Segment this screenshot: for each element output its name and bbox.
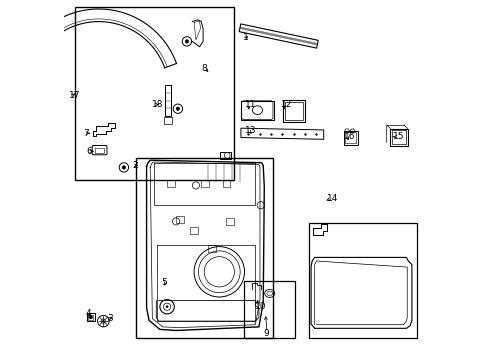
Bar bbox=[163, 117, 172, 124]
Text: 17: 17 bbox=[69, 91, 80, 100]
Bar bbox=[343, 131, 357, 145]
Bar bbox=[95, 148, 104, 153]
Text: 10: 10 bbox=[255, 302, 266, 311]
Text: 15: 15 bbox=[392, 132, 404, 141]
Circle shape bbox=[166, 306, 168, 308]
Circle shape bbox=[122, 166, 125, 169]
Bar bbox=[225, 218, 234, 225]
Bar bbox=[88, 315, 93, 320]
Bar bbox=[244, 281, 294, 338]
Text: 7: 7 bbox=[83, 129, 89, 138]
Text: 8: 8 bbox=[201, 64, 206, 73]
Text: 14: 14 bbox=[326, 194, 338, 203]
Bar bbox=[389, 129, 407, 146]
Circle shape bbox=[89, 315, 92, 319]
Bar bbox=[164, 85, 171, 116]
Bar bbox=[391, 130, 405, 144]
Bar bbox=[222, 180, 230, 187]
Text: 16: 16 bbox=[343, 132, 355, 141]
Bar bbox=[201, 180, 208, 187]
Bar bbox=[208, 245, 216, 252]
Bar bbox=[220, 152, 230, 159]
Bar bbox=[166, 180, 174, 187]
Bar bbox=[87, 313, 95, 321]
Bar bbox=[309, 223, 416, 338]
Text: 3: 3 bbox=[107, 314, 113, 323]
Text: 13: 13 bbox=[244, 126, 256, 135]
Text: 18: 18 bbox=[151, 100, 163, 109]
Text: 4: 4 bbox=[85, 309, 91, 318]
Bar bbox=[284, 102, 302, 120]
Bar bbox=[190, 227, 198, 234]
Text: 1: 1 bbox=[242, 33, 248, 42]
Text: 5: 5 bbox=[162, 278, 167, 287]
Text: 2: 2 bbox=[132, 161, 138, 170]
Bar bbox=[75, 7, 233, 180]
Bar bbox=[136, 158, 273, 338]
Text: 12: 12 bbox=[280, 100, 291, 109]
Bar bbox=[241, 101, 273, 120]
Text: 11: 11 bbox=[244, 100, 256, 109]
Bar bbox=[282, 100, 305, 122]
Text: 9: 9 bbox=[263, 328, 269, 338]
Text: 6: 6 bbox=[87, 147, 92, 156]
Circle shape bbox=[185, 40, 188, 43]
Bar bbox=[175, 216, 183, 223]
Bar bbox=[344, 132, 356, 143]
Circle shape bbox=[176, 107, 179, 111]
